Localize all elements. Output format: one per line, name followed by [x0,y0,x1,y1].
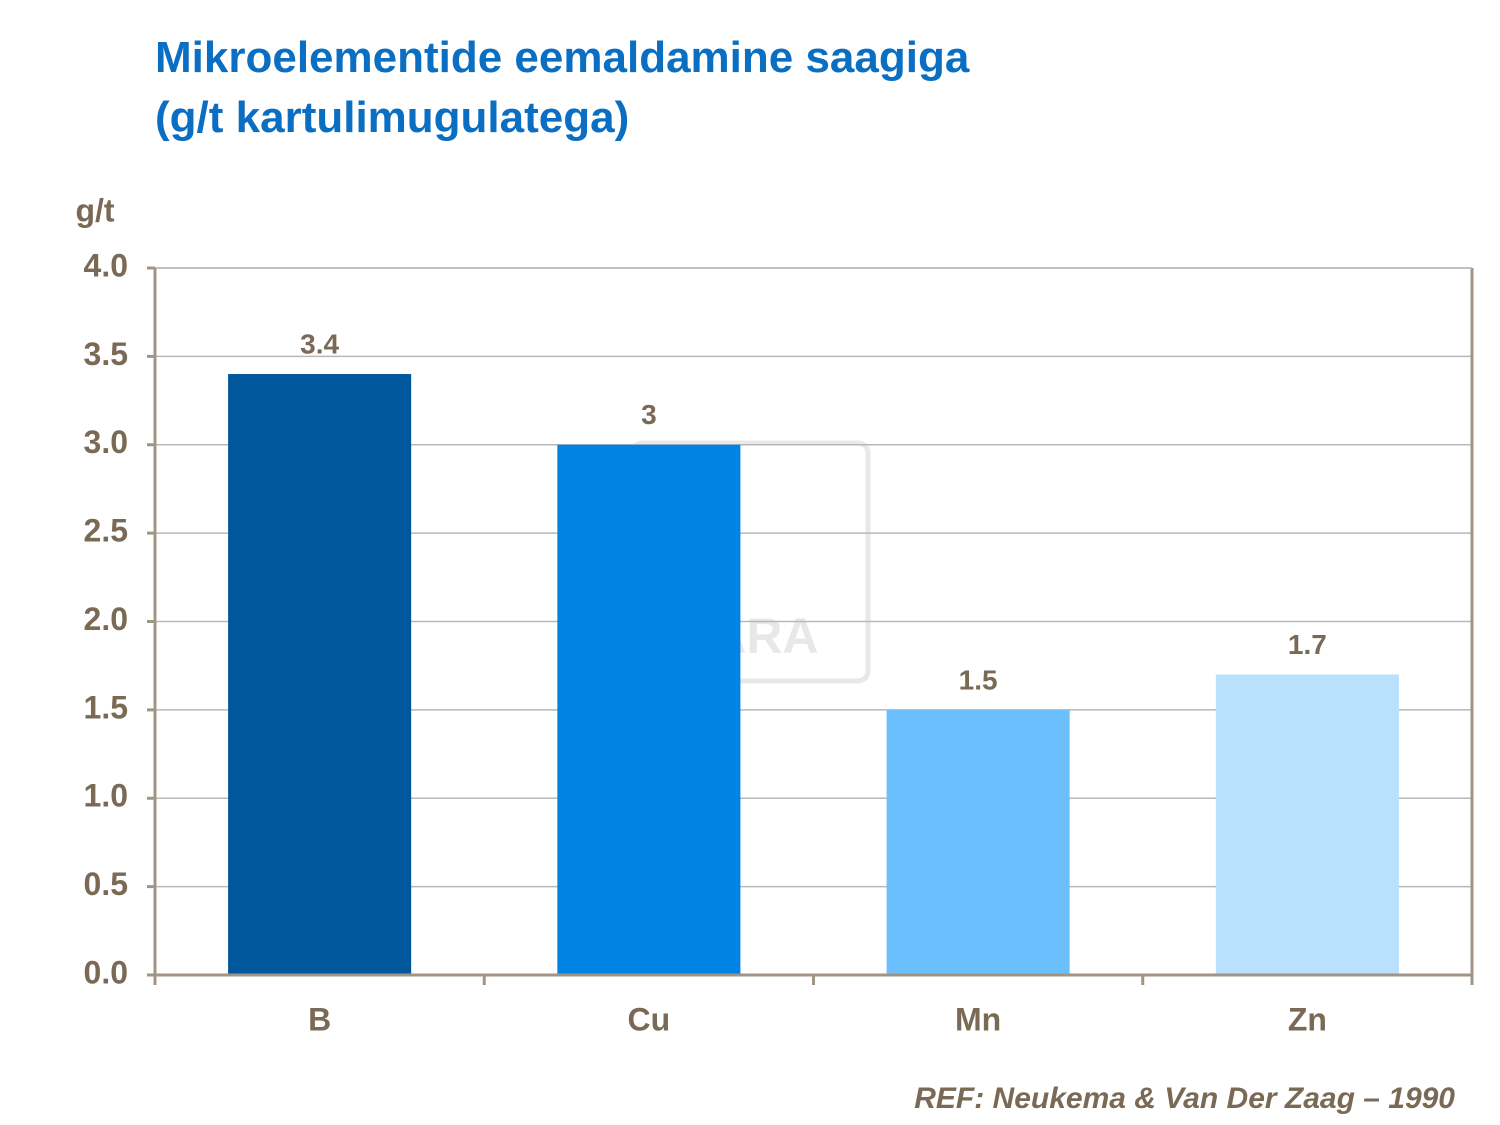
chart-title: Mikroelementide eemaldamine saagiga [155,33,970,82]
y-tick-label: 3.5 [84,336,128,372]
source-note: REF: Neukema & Van Der Zaag – 1990 [914,1082,1455,1115]
x-tick-label: B [308,1001,331,1037]
data-label: 3 [641,399,657,430]
x-tick-label: Cu [628,1001,671,1037]
y-axis-label: g/t [75,192,114,228]
bar [1215,674,1399,975]
data-label: 1.5 [959,664,998,695]
bar [228,374,412,975]
bar [557,444,741,975]
chart-subtitle: (g/t kartulimugulatega) [155,93,629,142]
bar [886,709,1070,975]
y-tick-label: 1.0 [84,778,128,814]
data-label: 3.4 [300,328,339,359]
y-tick-label: 2.0 [84,601,128,637]
y-tick-label: 2.5 [84,513,128,549]
y-tick-label: 0.0 [84,954,128,990]
y-tick-label: 0.5 [84,866,128,902]
x-tick-label: Zn [1288,1001,1327,1037]
y-tick-label: 1.5 [84,689,128,725]
y-tick-label: 3.0 [84,424,128,460]
y-tick-label: 4.0 [84,247,128,283]
data-label: 1.7 [1288,629,1327,660]
x-tick-label: Mn [955,1001,1001,1037]
